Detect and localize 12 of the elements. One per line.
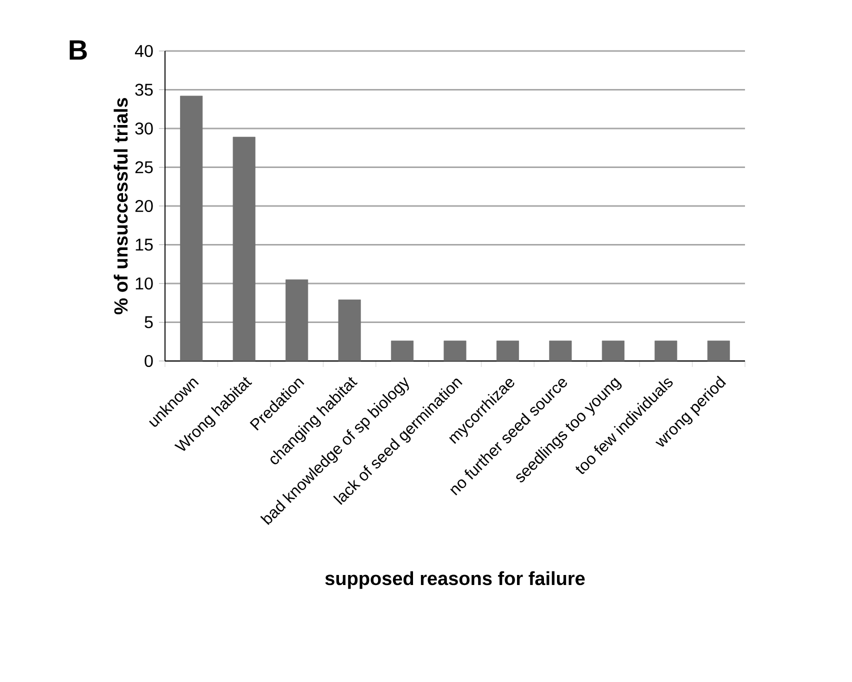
y-tick-label: 0 [144, 354, 153, 368]
y-tick-label: 35 [135, 84, 153, 96]
y-tick-label: 15 [136, 238, 153, 251]
y-axis-title: % of unsuccessful trials [114, 98, 128, 314]
y-tick-label: 40 [134, 44, 153, 58]
y-tick-label: 5 [144, 316, 153, 328]
text: B [70, 40, 87, 60]
y-tick-label: 25 [135, 161, 153, 174]
y-tick-label: 30 [135, 122, 153, 135]
y-tick-label: 10 [136, 277, 153, 290]
y-tick-label: 20 [135, 200, 153, 212]
x-axis-title: supposed reasons for failure [325, 571, 585, 589]
